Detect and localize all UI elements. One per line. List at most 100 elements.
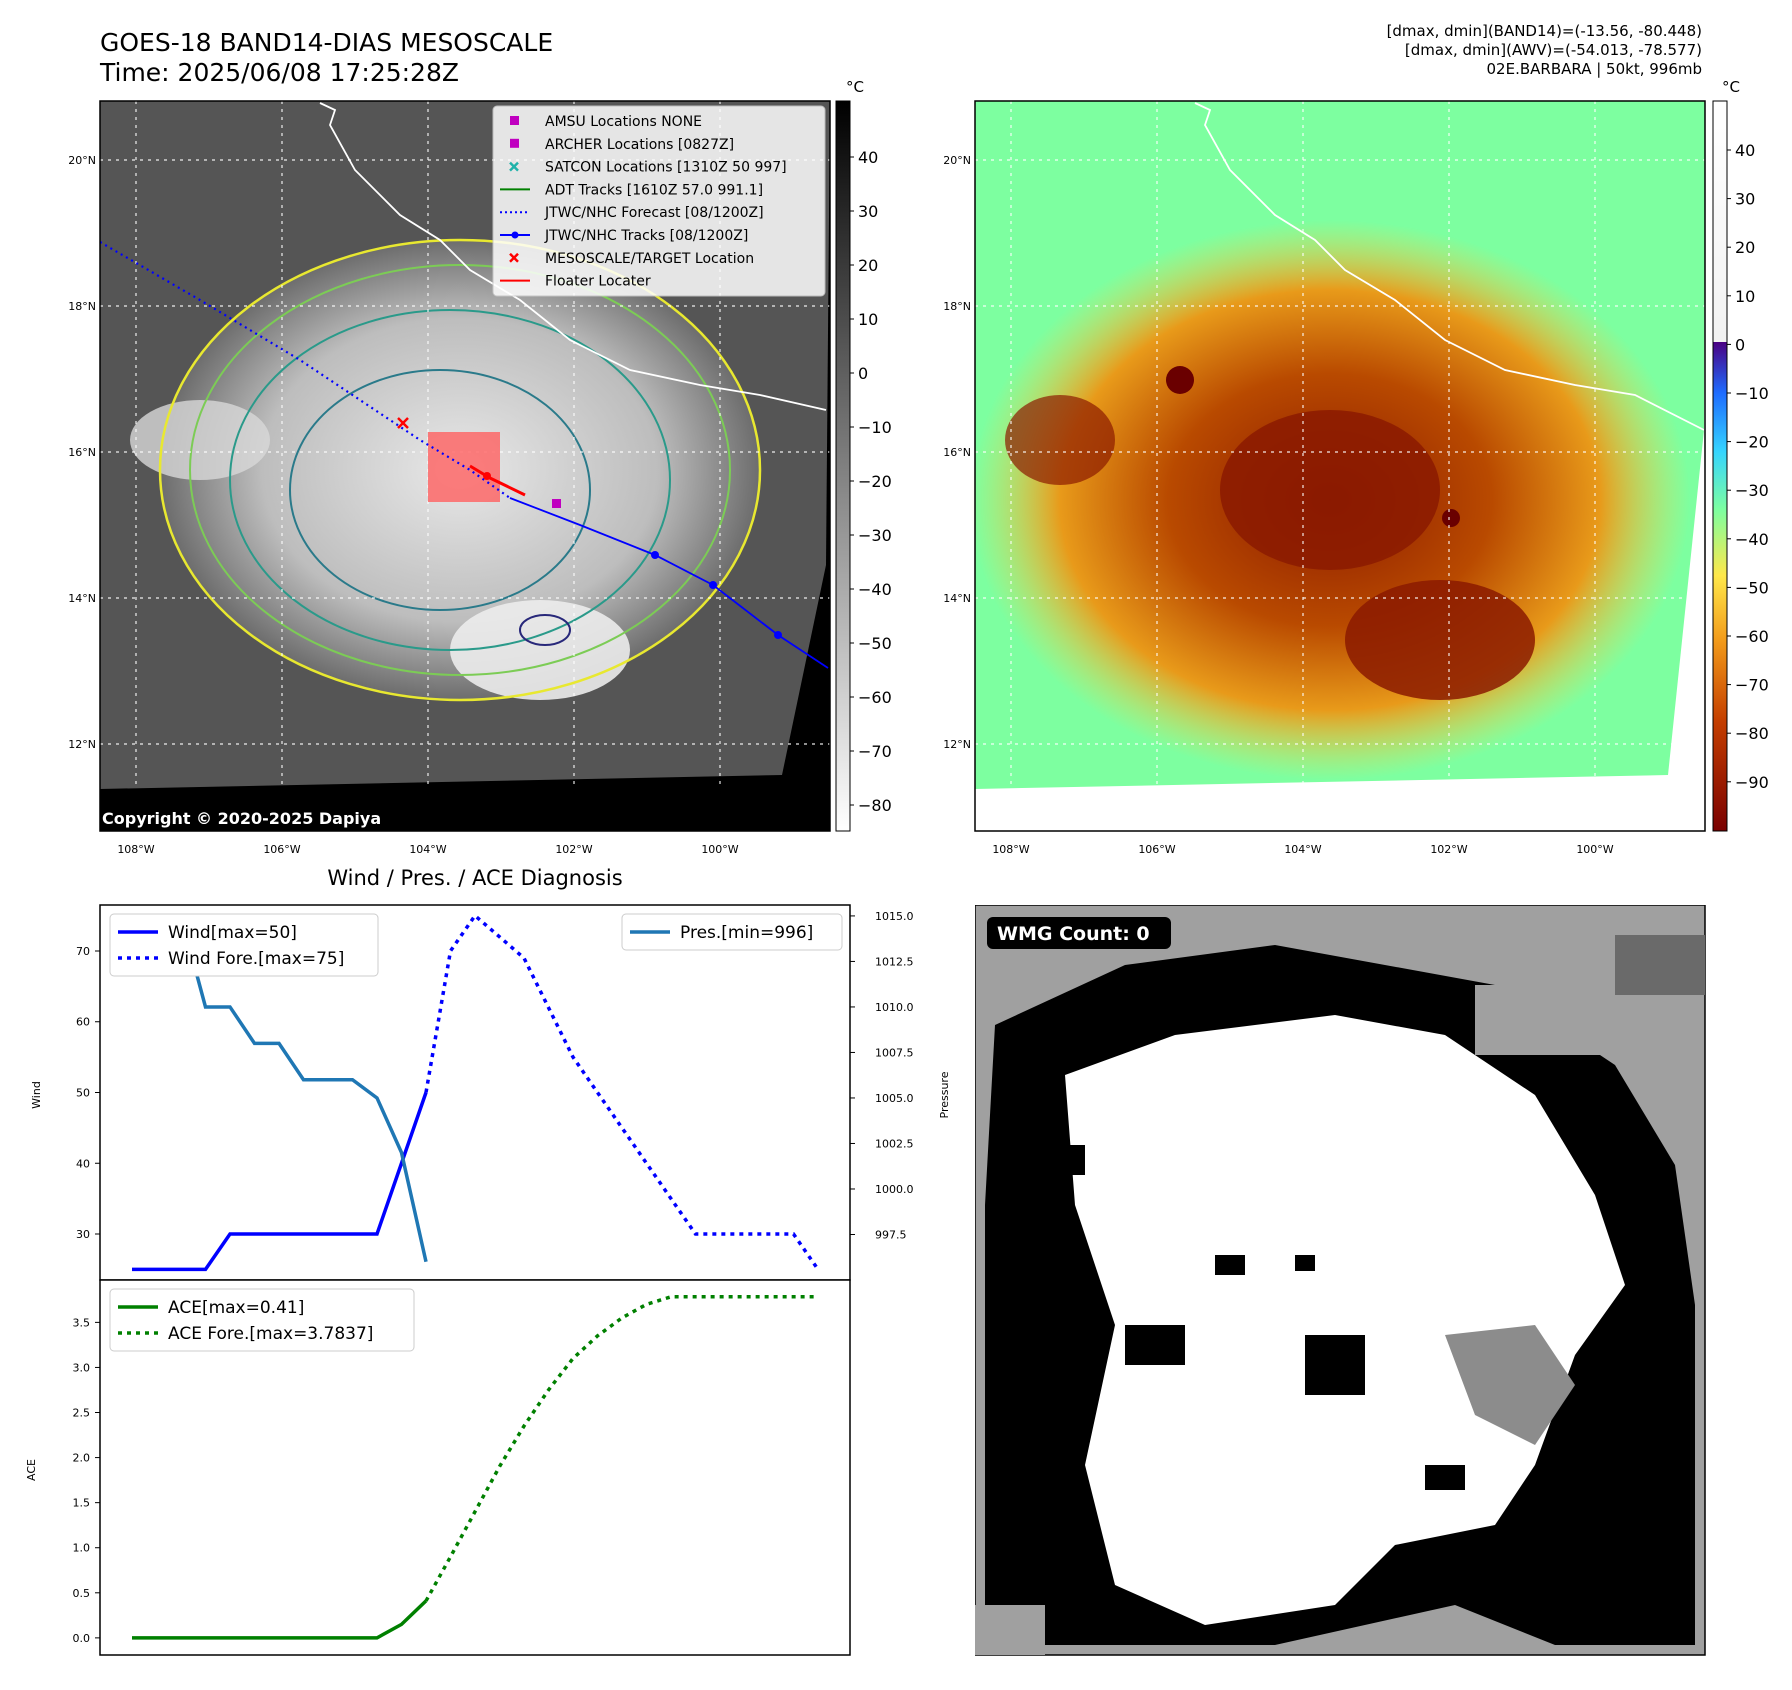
gray-colorbar-tick: −70 [858, 742, 892, 761]
legend-label: Wind Fore.[max=75] [168, 949, 344, 969]
color-colorbar-tick: −40 [1735, 530, 1769, 549]
gray-colorbar-tick: 40 [858, 148, 878, 167]
map-legend: AMSU Locations NONE ARCHER Locations [082… [492, 105, 826, 297]
wmg-count-label: WMG Count: 0 [997, 923, 1150, 945]
lat-label: 20°N [68, 154, 96, 167]
y-tick-label: 1.5 [73, 1497, 91, 1510]
series-line [424, 1295, 818, 1602]
lat-label: 12°N [68, 738, 96, 751]
legend-label: Wind[max=50] [168, 923, 297, 943]
legend-label: ADT Tracks [1610Z 57.0 991.1] [545, 182, 763, 198]
y-tick-label: 70 [76, 945, 90, 958]
diagnosis-charts: Wind Pressure ACE 30 40 50 60 70 997.5 1000.0 1… [25, 904, 950, 1656]
lon-label: 106°W [263, 843, 300, 856]
legend-label: JTWC/NHC Tracks [08/1200Z] [544, 228, 748, 244]
y-tick-label: 3.0 [73, 1361, 91, 1374]
lat-label: 18°N [943, 300, 971, 313]
copyright-label: Copyright © 2020-2025 Dapiya [102, 809, 382, 828]
gray-colorbar-tick: 20 [858, 256, 878, 275]
legend-entry: Floater Locater [500, 274, 651, 290]
color-colorbar-tick: 0 [1735, 335, 1745, 354]
legend-entry: ADT Tracks [1610Z 57.0 991.1] [500, 182, 763, 198]
y-right-tick-label: 997.5 [875, 1228, 907, 1241]
lat-label: 12°N [943, 738, 971, 751]
wind-axis-label: Wind [30, 1081, 43, 1109]
gray-colorbar-unit: °C [846, 78, 864, 96]
y-tick-label: 3.5 [73, 1316, 91, 1329]
lat-label: 16°N [943, 446, 971, 459]
ace-axis-label: ACE [25, 1459, 38, 1481]
gray-colorbar-tick: −40 [858, 580, 892, 599]
y-tick-label: 2.0 [73, 1452, 91, 1465]
legend-label: AMSU Locations NONE [545, 114, 702, 130]
lon-label: 104°W [1284, 843, 1321, 856]
wmg-panel: WMG Count: 0 [975, 905, 1706, 1656]
contour-yellow [158, 238, 762, 702]
color-colorbar-tick: −90 [1735, 773, 1769, 792]
legend-entry: JTWC/NHC Forecast [08/1200Z] [500, 205, 764, 221]
gray-colorbar-tick: −20 [858, 472, 892, 491]
wmg-count-badge [987, 917, 1171, 949]
figure-time: Time: 2025/06/08 17:25:28Z [100, 58, 459, 87]
figure-title: GOES-18 BAND14-DIAS MESOSCALE [100, 28, 554, 57]
color-colorbar-unit: °C [1722, 78, 1740, 96]
lon-label: 108°W [992, 843, 1029, 856]
color-colorbar-tick: −50 [1735, 578, 1769, 597]
y-tick-label: 50 [76, 1087, 90, 1100]
y-right-tick-label: 1010.0 [875, 1001, 914, 1014]
y-right-tick-label: 1002.5 [875, 1137, 914, 1150]
legend-entry: ARCHER Locations [0827Z] [510, 137, 734, 153]
y-tick-label: 0.5 [73, 1587, 91, 1600]
legend-label: SATCON Locations [1310Z 50 997] [545, 160, 787, 176]
series-line [132, 1599, 428, 1640]
gray-colorbar-tick: 0 [858, 364, 868, 383]
legend-entry: SATCON Locations [1310Z 50 997] [509, 160, 787, 176]
gridlines-right [975, 101, 1705, 831]
color-colorbar-tick: 30 [1735, 190, 1755, 209]
color-colorbar-tick: 40 [1735, 141, 1755, 160]
wmg-white-core [1065, 1015, 1625, 1625]
color-colorbar-tick: −10 [1735, 384, 1769, 403]
lat-label: 20°N [943, 154, 971, 167]
legend-label: JTWC/NHC Forecast [08/1200Z] [544, 205, 764, 221]
target-marker [397, 417, 409, 429]
map-panels: AMSU Locations NONE ARCHER Locations [082… [68, 78, 1769, 856]
y-tick-label: 60 [76, 1016, 90, 1029]
diagnosis-title: Wind / Pres. / ACE Diagnosis [327, 866, 623, 890]
legend-label: ACE Fore.[max=3.7837] [168, 1324, 373, 1344]
y-right-tick-label: 1000.0 [875, 1183, 914, 1196]
lat-label: 14°N [68, 592, 96, 605]
gray-colorbar-tick: −80 [858, 796, 892, 815]
coastline [319, 102, 827, 411]
y-tick-label: 0.0 [73, 1632, 91, 1645]
pressure-axis-label: Pressure [938, 1071, 950, 1118]
gray-colorbar [835, 100, 851, 832]
color-colorbar-tick: −70 [1735, 676, 1769, 695]
lon-label: 100°W [701, 843, 738, 856]
color-colorbar-tick: −60 [1735, 627, 1769, 646]
legend-label: ACE[max=0.41] [168, 1298, 304, 1318]
lon-label: 100°W [1576, 843, 1613, 856]
series-line [132, 1091, 428, 1272]
y-right-tick-label: 1005.0 [875, 1092, 914, 1105]
gray-colorbar-tick: −50 [858, 634, 892, 653]
color-colorbar-tick: −80 [1735, 724, 1769, 743]
legend-label: MESOSCALE/TARGET Location [545, 251, 754, 267]
contour-green [189, 264, 731, 676]
lon-label: 104°W [409, 843, 446, 856]
legend-entry: AMSU Locations NONE [510, 114, 702, 130]
info-awv: [dmax, dmin](AWV)=(-54.013, -78.577) [1404, 41, 1702, 59]
track-points [651, 551, 782, 639]
gray-colorbar-tick: 10 [858, 310, 878, 329]
legend-label: ARCHER Locations [0827Z] [545, 137, 734, 153]
lon-label: 106°W [1138, 843, 1175, 856]
lat-label: 18°N [68, 300, 96, 313]
y-tick-label: 1.0 [73, 1542, 91, 1555]
coastline-right [1194, 102, 1705, 431]
y-tick-label: 30 [76, 1228, 90, 1241]
gray-colorbar-tick: −30 [858, 526, 892, 545]
lon-label: 102°W [1430, 843, 1467, 856]
contour-teal [229, 309, 671, 651]
lon-label: 102°W [555, 843, 592, 856]
forecast-track [99, 241, 511, 499]
